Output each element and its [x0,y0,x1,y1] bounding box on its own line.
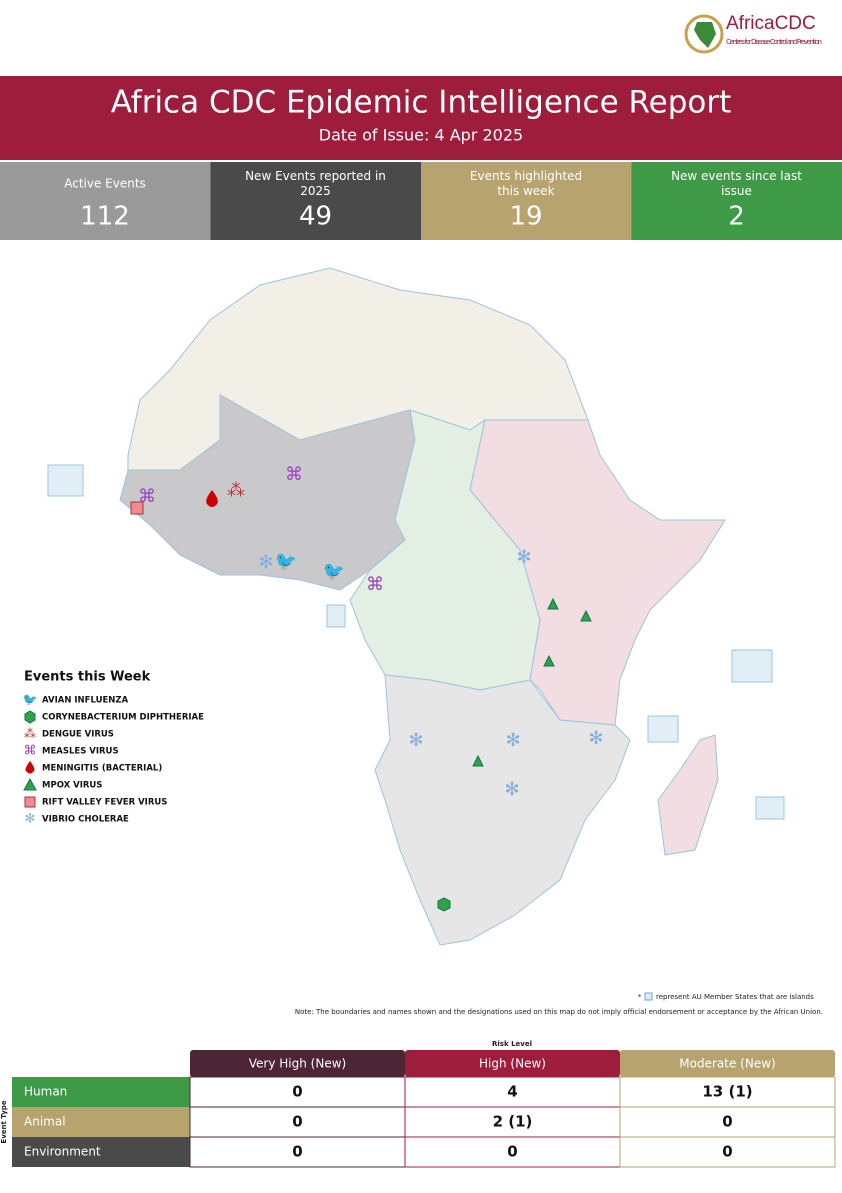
island-box [648,716,678,742]
cell-value: 13 (1) [702,1083,752,1101]
legend-label: AVIAN INFLUENZA [42,696,129,706]
island-box [48,465,83,496]
legend-icon [24,779,36,790]
marker-cholera: ✻ [505,730,520,751]
marker-cholera: ✻ [516,547,531,568]
marker-rvf [131,502,143,514]
column-header-label: High (New) [479,1057,546,1071]
island-box [756,797,784,819]
cell-value: 0 [722,1113,732,1131]
risk-table: Very High (New) High (New) Moderate (New) H… [12,1050,835,1167]
legend-icon: ⌘ [24,744,37,759]
cell-value: 0 [292,1113,302,1131]
legend-item: ✻ VIBRIO CHOLERAE [25,812,129,827]
legend-icon [26,761,35,774]
stat-label: Active Events [64,177,146,191]
legend-label: MEASLES VIRUS [42,747,119,757]
marker-cholera: ✻ [258,552,273,573]
island-box [732,650,772,682]
row-header-label: Human [24,1085,67,1099]
stat-value: 112 [80,202,130,232]
marker-measles: ⌘ [366,574,384,595]
stat-value: 19 [509,202,542,232]
africa-map [48,268,784,945]
logo-map [694,22,716,48]
event-type-axis: Event Type [0,1100,8,1143]
note-islands: represent AU Member States that are isla… [656,993,814,1001]
marker-cholera: ✻ [588,728,603,749]
legend-item: ⌘ MEASLES VIRUS [24,744,119,759]
marker-cholera: ✻ [408,730,423,751]
row-header-label: Environment [24,1145,101,1159]
legend-item: MENINGITIS (BACTERIAL) [26,761,163,774]
logo-tagline: Centres for Disease Control and Preventi… [726,38,822,46]
island-key [645,993,652,1000]
issue-date: Date of Issue: 4 Apr 2025 [319,126,523,145]
note-asterisk: * [638,993,642,1001]
legend-item: CORYNEBACTERIUM DIPHTHERIAE [25,711,204,723]
legend-icon: ⁂ [24,727,36,741]
marker-cholera: ✻ [504,779,519,800]
legend-label: MENINGITIS (BACTERIAL) [42,764,162,774]
marker-dengue: ⁂ [227,480,245,501]
stat-value: 49 [299,202,332,232]
stat-label-line: this week [497,184,554,198]
marker-diphtheria [438,898,450,911]
marker-avian: 🐦 [275,551,297,572]
cell-value: 4 [507,1083,517,1101]
legend-icon: 🐦 [23,693,38,707]
legend-label: DENGUE VIRUS [42,730,114,740]
legend-icon [25,797,35,807]
row-header-label: Animal [24,1115,66,1129]
legend-label: MPOX VIRUS [42,781,102,791]
cell-value: 0 [292,1143,302,1161]
cell-value: 0 [507,1143,517,1161]
column-header-label: Very High (New) [249,1057,346,1071]
risk-level-title: Risk Level [492,1040,532,1048]
cell-value: 0 [722,1143,732,1161]
logo-name: AfricaCDC [726,13,816,34]
stat-label-line: Events highlighted [470,169,582,183]
legend-item: 🐦 AVIAN INFLUENZA [23,693,129,707]
cell-value: 2 (1) [493,1113,533,1131]
column-header-label: Moderate (New) [679,1057,775,1071]
island-box [327,605,345,627]
madagascar [658,735,718,855]
stat-label-line: New events since last [671,169,802,183]
legend: 🐦 AVIAN INFLUENZA CORYNEBACTERIUM DIPHTHER… [23,693,205,827]
legend-label: VIBRIO CHOLERAE [42,815,129,825]
cell-value: 0 [292,1083,302,1101]
report-title: Africa CDC Epidemic Intelligence Report [111,85,732,121]
note-disclaimer: Note: The boundaries and names shown and… [295,1008,823,1016]
legend-item: MPOX VIRUS [24,779,102,791]
marker-avian: 🐦 [323,561,345,582]
logo: AfricaCDC Centres for Disease Control an… [686,13,822,52]
stat-value: 2 [728,202,745,232]
legend-icon [25,711,35,723]
legend-item: ⁂ DENGUE VIRUS [24,727,114,741]
legend-icon: ✻ [25,812,36,827]
legend-title: Events this Week [24,670,151,685]
stat-label-line: issue [721,184,752,198]
legend-label: RIFT VALLEY FEVER VIRUS [42,798,167,808]
legend-label: CORYNEBACTERIUM DIPHTHERIAE [42,713,204,723]
stat-label-line: 2025 [300,184,331,198]
marker-measles: ⌘ [285,464,303,485]
legend-item: RIFT VALLEY FEVER VIRUS [25,797,167,808]
stat-label-line: New Events reported in [245,169,386,183]
